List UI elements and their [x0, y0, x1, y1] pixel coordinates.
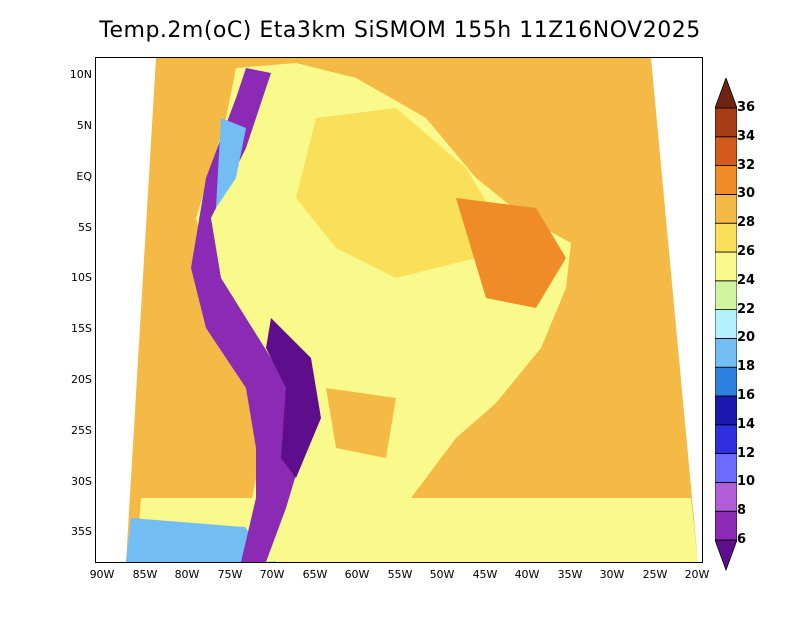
- lon-label: 70W: [259, 568, 285, 581]
- lon-label: 90W: [89, 568, 115, 581]
- colorbar-arrow-high: [715, 78, 737, 109]
- lat-label: 25S: [71, 424, 92, 437]
- colorbar-label: 36: [737, 100, 756, 115]
- colorbar-label: 8: [737, 503, 747, 519]
- colorbar-segment: [715, 510, 737, 541]
- lon-label: 75W: [217, 568, 243, 581]
- colorbar-label: 32: [737, 157, 756, 173]
- colorbar-segment: [715, 136, 737, 166]
- colorbar-segment: [715, 453, 737, 483]
- lon-label: 60W: [344, 568, 370, 581]
- colorbar-label: 12: [737, 445, 756, 461]
- colorbar-segment: [715, 280, 737, 311]
- colorbar-segment: [715, 366, 737, 397]
- lon-label: 55W: [387, 568, 413, 581]
- lat-label: 20S: [71, 373, 92, 386]
- lon-label: 25W: [642, 568, 668, 581]
- colorbar-segment: [715, 481, 737, 512]
- lon-label: 40W: [514, 568, 540, 581]
- colombia-highlands: [216, 118, 246, 208]
- colorbar-label: 24: [737, 272, 756, 288]
- lat-label: 5N: [76, 119, 92, 132]
- amazon-region: [296, 108, 496, 278]
- altiplano-cold-area: [266, 318, 321, 478]
- lat-label: EQ: [76, 170, 92, 183]
- lon-label: 45W: [472, 568, 498, 581]
- northeast-hot-area: [456, 198, 566, 308]
- colorbar-segment: [715, 222, 737, 253]
- colorbar-label: 18: [737, 359, 756, 375]
- lat-label: 15S: [71, 322, 92, 335]
- lat-label: 5S: [78, 221, 92, 234]
- colorbar-label: 28: [737, 215, 756, 231]
- colorbar-segment: [715, 395, 737, 426]
- colorbar-segment: [715, 424, 737, 454]
- colorbar-label: 22: [737, 301, 756, 317]
- colorbar-label: 26: [737, 244, 756, 259]
- colorbar-segment: [715, 309, 737, 339]
- lat-label: 10N: [69, 68, 92, 81]
- lon-label: 30W: [599, 568, 625, 581]
- colorbar-segment: [715, 107, 737, 138]
- colorbar-segment: [715, 194, 737, 224]
- colorbar-label: 20: [737, 330, 756, 346]
- map-canvas: [96, 58, 702, 562]
- projection-margin-right: [651, 58, 702, 562]
- colorbar-label: 30: [737, 186, 756, 202]
- colorbar: [715, 78, 737, 572]
- lat-label: 10S: [71, 271, 92, 284]
- southern-cool-area: [126, 518, 276, 562]
- colorbar-label: 34: [737, 128, 756, 144]
- lon-label: 35W: [557, 568, 583, 581]
- colorbar-label: 10: [737, 474, 756, 490]
- lat-label: 30S: [71, 475, 92, 488]
- colorbar-segment: [715, 165, 737, 195]
- colorbar-segment: [715, 337, 737, 368]
- colorbar-segment: [715, 251, 737, 282]
- lon-label: 65W: [302, 568, 328, 581]
- chaco-warm-area: [326, 388, 396, 458]
- lon-label: 85W: [132, 568, 158, 581]
- temperature-map: [95, 57, 703, 563]
- colorbar-label: 6: [737, 532, 747, 547]
- lon-label: 20W: [684, 568, 710, 581]
- colorbar-label: 16: [737, 388, 756, 403]
- map-title: Temp.2m(oC) Eta3km SiSMOM 155h 11Z16NOV2…: [99, 18, 701, 43]
- colorbar-label: 14: [737, 416, 756, 432]
- colorbar-arrow-low: [715, 539, 737, 572]
- lon-label: 80W: [174, 568, 200, 581]
- projection-margin-left: [96, 58, 156, 562]
- lat-label: 35S: [71, 525, 92, 538]
- lon-label: 50W: [429, 568, 455, 581]
